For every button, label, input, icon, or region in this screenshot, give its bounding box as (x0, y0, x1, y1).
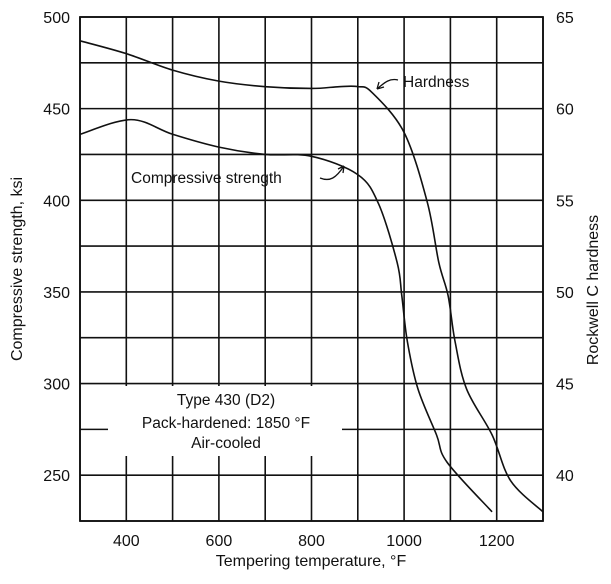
y2-tick-label: 50 (556, 285, 574, 302)
hardness-label-arrow (376, 78, 399, 90)
tick-labels: 400 600 800 1000 1200 250 300 350 400 450 500 40 45 5… (43, 10, 574, 550)
y-tick-label: 400 (43, 193, 70, 210)
annotation-line-2: Pack-hardened: 1850 °F (142, 415, 310, 432)
x-tick-label: 800 (298, 533, 325, 550)
y2-axis-title: Rockwell C hardness (585, 215, 602, 365)
y-tick-label: 350 (43, 285, 70, 302)
plot-frame (79, 16, 544, 522)
y-tick-label: 250 (43, 468, 70, 485)
annotation-line-1: Type 430 (D2) (177, 392, 275, 409)
x-tick-label: 400 (113, 533, 140, 550)
annotation-background (108, 386, 342, 456)
x-tick-label: 1000 (386, 533, 422, 550)
y-tick-label: 500 (43, 10, 70, 27)
hardness-label: Hardness (403, 74, 470, 91)
compressive-strength-label-arrow (319, 165, 345, 181)
curves (79, 40, 544, 513)
compressive-strength-label: Compressive strength (131, 170, 282, 187)
y2-tick-label: 40 (556, 468, 574, 485)
x-tick-label: 600 (206, 533, 233, 550)
y-tick-label: 450 (43, 102, 70, 119)
x-axis-title: Tempering temperature, °F (216, 553, 407, 570)
y2-tick-label: 60 (556, 102, 574, 119)
x-tick-label: 1200 (479, 533, 515, 550)
y-axis-title: Compressive strength, ksi (9, 177, 26, 361)
y2-tick-label: 45 (556, 377, 574, 394)
annotation-line-3: Air-cooled (191, 435, 261, 452)
hardness-curve (79, 40, 544, 513)
y2-tick-label: 65 (556, 10, 574, 27)
compressive-strength-curve (79, 118, 493, 513)
y2-tick-label: 55 (556, 193, 574, 210)
y-tick-label: 300 (43, 377, 70, 394)
